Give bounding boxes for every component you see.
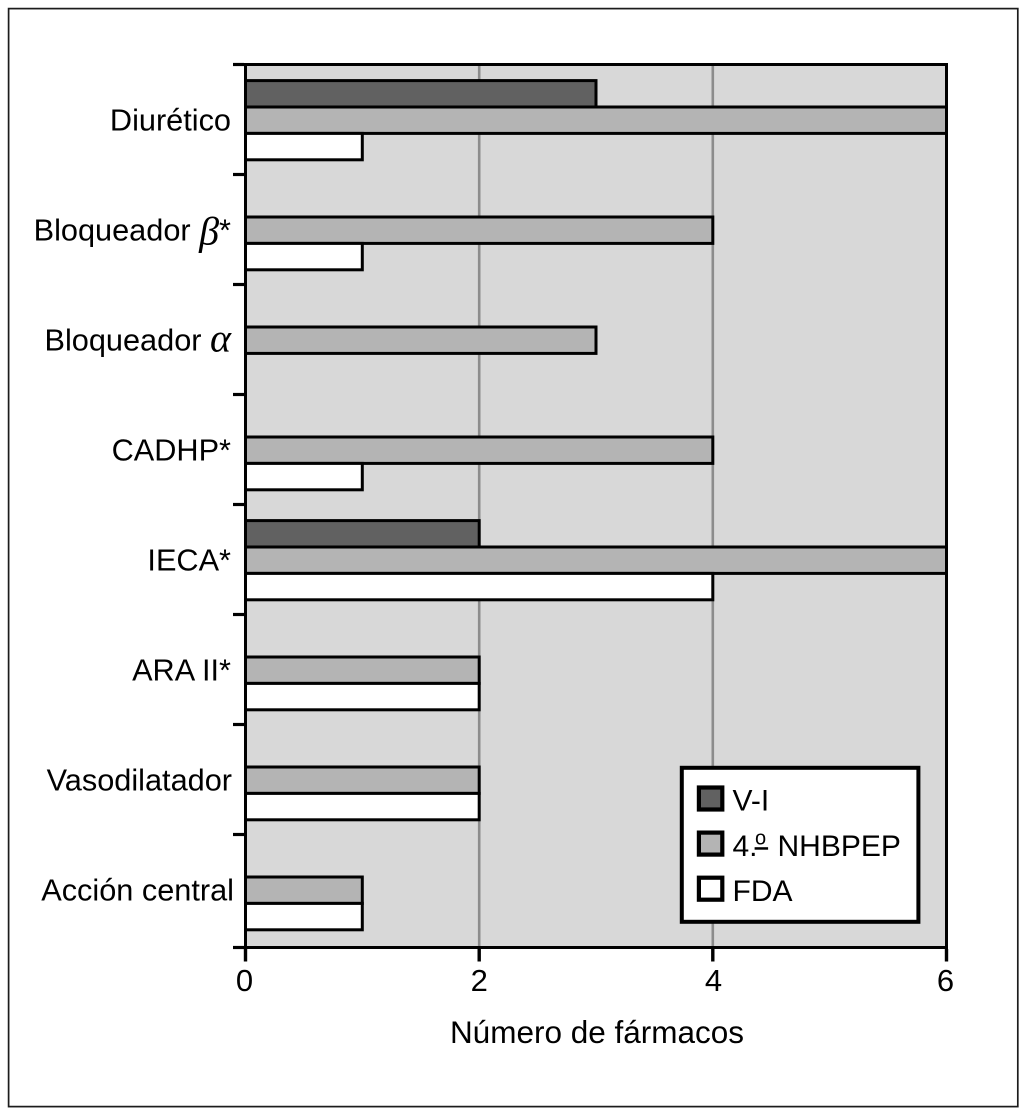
svg-text:2: 2	[471, 963, 488, 998]
svg-text:Bloqueador β*: Bloqueador β*	[34, 209, 231, 254]
svg-text:NHBPEP: NHBPEP	[778, 830, 901, 863]
svg-text:Vasodilatador: Vasodilatador	[47, 763, 232, 798]
svg-text:FDA: FDA	[733, 875, 793, 908]
svg-text:0: 0	[236, 963, 253, 998]
svg-text:4: 4	[705, 963, 722, 998]
svg-text:Número de fármacos: Número de fármacos	[450, 1014, 744, 1050]
svg-text:Bloqueador α: Bloqueador α	[45, 316, 233, 361]
svg-text:Diurético: Diurético	[110, 103, 231, 138]
svg-text:ARA II*: ARA II*	[132, 653, 231, 688]
svg-text:IECA*: IECA*	[147, 543, 231, 578]
svg-text:6: 6	[937, 963, 954, 998]
svg-text:CADHP*: CADHP*	[112, 433, 231, 468]
svg-text:Acción central: Acción central	[41, 873, 234, 908]
svg-text:o: o	[755, 828, 766, 850]
svg-text:V-I: V-I	[733, 785, 770, 818]
svg-text:4.: 4.	[733, 830, 758, 863]
